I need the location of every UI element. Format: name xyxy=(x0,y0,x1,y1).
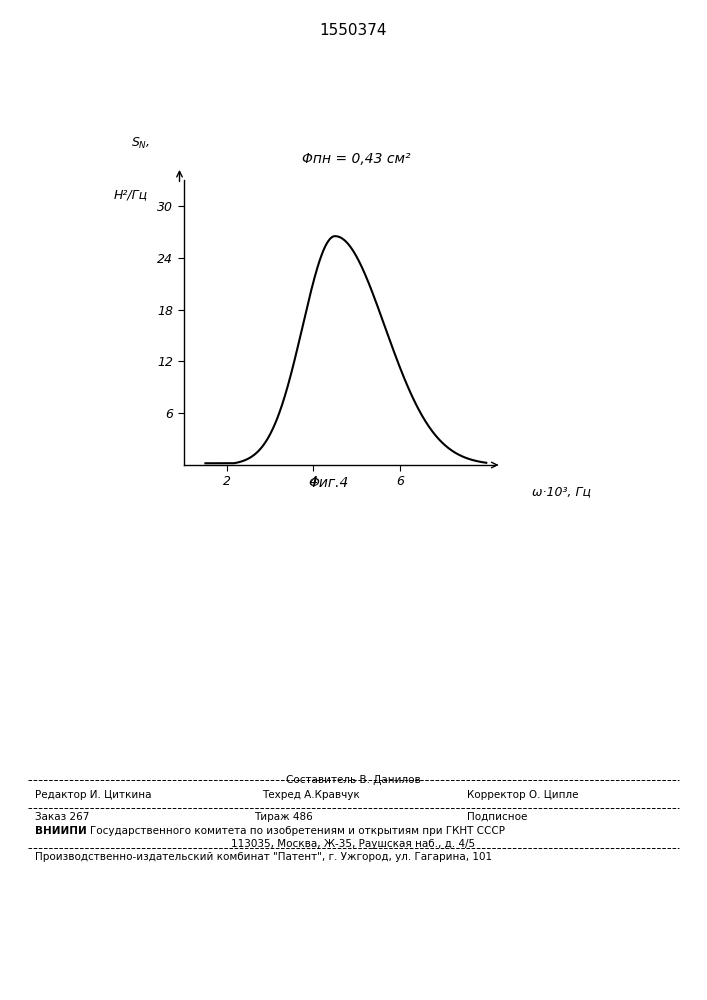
Text: ω·10³, Гц: ω·10³, Гц xyxy=(532,485,591,498)
Text: Корректор О. Ципле: Корректор О. Ципле xyxy=(467,790,578,800)
Text: Заказ 267: Заказ 267 xyxy=(35,812,90,822)
Text: Φиг.4: Φиг.4 xyxy=(308,476,349,490)
Text: Производственно-издательский комбинат "Патент", г. Ужгород, ул. Гагарина, 101: Производственно-издательский комбинат "П… xyxy=(35,852,493,862)
Text: Техред А.Кравчук: Техред А.Кравчук xyxy=(262,790,359,800)
Text: $S_N$,: $S_N$, xyxy=(131,136,150,151)
Text: Государственного комитета по изобретениям и открытиям при ГКНТ СССР: Государственного комитета по изобретения… xyxy=(90,826,506,836)
Text: Н²/Гц: Н²/Гц xyxy=(114,189,148,202)
Text: Редактор И. Циткина: Редактор И. Циткина xyxy=(35,790,152,800)
Text: Подписное: Подписное xyxy=(467,812,527,822)
Text: Тираж 486: Тираж 486 xyxy=(255,812,313,822)
Text: Составитель В. Данилов: Составитель В. Данилов xyxy=(286,775,421,785)
Text: 1550374: 1550374 xyxy=(320,23,387,38)
Text: ВНИИПИ: ВНИИПИ xyxy=(35,826,87,836)
Text: Φпн = 0,43 см²: Φпн = 0,43 см² xyxy=(302,152,411,166)
Text: 113035, Москва, Ж-35, Раушская наб., д. 4/5: 113035, Москва, Ж-35, Раушская наб., д. … xyxy=(231,839,476,849)
